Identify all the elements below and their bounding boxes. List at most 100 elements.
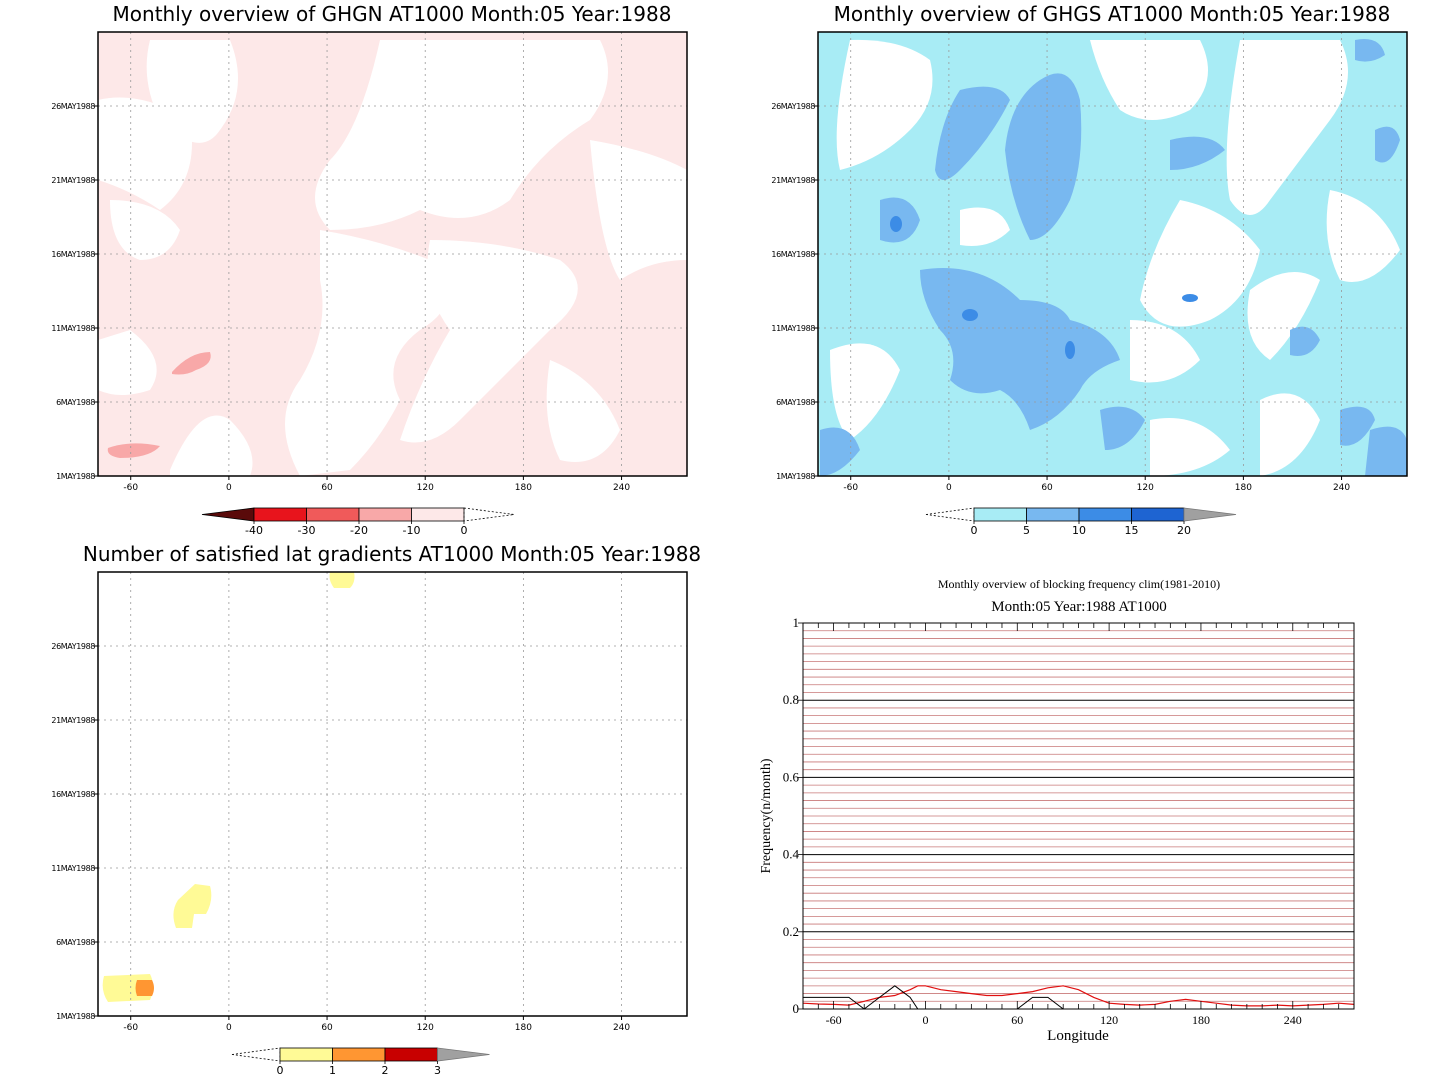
y-tick-label: 6MAY1988 bbox=[56, 398, 95, 407]
x-tick-label: 60 bbox=[1011, 1013, 1023, 1027]
ghgn-zero-regions bbox=[98, 40, 687, 476]
colorbar-label: 0 bbox=[971, 524, 978, 537]
x-tick-label: 0 bbox=[226, 483, 232, 493]
y-tick-label: 11MAY1988 bbox=[51, 324, 95, 333]
y-tick-label: 6MAY1988 bbox=[776, 398, 815, 407]
colorbar-label: 10 bbox=[1072, 524, 1086, 537]
x-tick-label: -60 bbox=[843, 483, 858, 493]
y-tick-label: 21MAY1988 bbox=[51, 716, 95, 725]
y-tick-label: 26MAY1988 bbox=[771, 102, 815, 111]
colorbar-label: 3 bbox=[434, 1064, 441, 1077]
ghgs-panel: Monthly overview of GHGS AT1000 Month:05… bbox=[771, 2, 1408, 537]
colorbar-label: -30 bbox=[298, 524, 316, 537]
colorbar-segment bbox=[253, 507, 307, 522]
x-tick-label: 60 bbox=[321, 1023, 333, 1033]
colorbar: 0 5 10 15 20 bbox=[925, 507, 1237, 537]
y-tick-label: 0.8 bbox=[783, 692, 799, 707]
lat-gradients-panel: Number of satisfied lat gradients AT1000… bbox=[51, 542, 701, 1077]
x-tick-label: 120 bbox=[417, 1023, 434, 1033]
panel-title: Monthly overview of GHGN AT1000 Month:05… bbox=[113, 2, 672, 26]
x-tick-label: 120 bbox=[417, 483, 434, 493]
colorbar-label: 2 bbox=[382, 1064, 389, 1077]
colorbar-arrow-left bbox=[231, 1047, 281, 1062]
colorbar-segment bbox=[332, 1047, 386, 1062]
x-tick-label: 120 bbox=[1100, 1013, 1118, 1027]
ghgs-5-10-regions bbox=[820, 39, 1407, 476]
y-tick-label: 11MAY1988 bbox=[771, 324, 815, 333]
red-frequency-line bbox=[802, 985, 1355, 1007]
x-tick-label: 180 bbox=[1192, 1013, 1210, 1027]
x-tick-label: 240 bbox=[1284, 1013, 1302, 1027]
x-tick-label: 180 bbox=[1235, 483, 1252, 493]
gradient-patch-0-1 bbox=[173, 884, 212, 928]
colorbar-segment bbox=[1026, 507, 1080, 522]
colorbar-arrow-left bbox=[201, 507, 255, 522]
axis-ticks: -60 0 60 120 180 240 1MAY1988 6MAY1988 11MAY1988… bbox=[51, 102, 630, 493]
y-tick-label: 0.4 bbox=[783, 847, 800, 862]
y-tick-label: 1MAY1988 bbox=[56, 1012, 95, 1021]
axis-ticks: -60 0 60 120 180 240 0 0.2 0.4 0.6 0.8 1 bbox=[783, 615, 1355, 1027]
colorbar-segment bbox=[358, 507, 412, 522]
y-tick-label: 0 bbox=[793, 1001, 800, 1016]
colorbar-segment bbox=[411, 507, 465, 522]
x-tick-label: 240 bbox=[1333, 483, 1350, 493]
panel-title: Number of satisfied lat gradients AT1000… bbox=[83, 542, 701, 566]
colorbar-arrow-left bbox=[925, 507, 975, 522]
colorbar-segment bbox=[279, 1047, 333, 1062]
x-tick-label: 60 bbox=[321, 483, 333, 493]
x-tick-label: 240 bbox=[613, 483, 630, 493]
grid bbox=[98, 32, 687, 476]
y-tick-label: 0.2 bbox=[783, 924, 799, 939]
grid bbox=[98, 572, 687, 1016]
colorbar-label: 15 bbox=[1125, 524, 1139, 537]
ghgn-negative-patch bbox=[107, 443, 160, 458]
chart-subtitle: Month:05 Year:1988 AT1000 bbox=[991, 599, 1166, 615]
colorbar-segment bbox=[1131, 507, 1185, 522]
x-tick-label: -60 bbox=[826, 1013, 842, 1027]
colorbar-label: -40 bbox=[245, 524, 263, 537]
colorbar-label: 5 bbox=[1023, 524, 1030, 537]
gradient-patch-0-1 bbox=[329, 572, 355, 588]
colorbar-arrow-right bbox=[1183, 507, 1237, 522]
y-tick-label: 26MAY1988 bbox=[51, 642, 95, 651]
colorbar-label: -10 bbox=[403, 524, 421, 537]
x-axis-label: Longitude bbox=[1047, 1028, 1109, 1044]
ghgs-10-15-spots bbox=[890, 216, 1198, 359]
colorbar-label: 1 bbox=[329, 1064, 336, 1077]
x-tick-label: 180 bbox=[515, 483, 532, 493]
grid bbox=[818, 32, 1407, 476]
y-tick-label: 1 bbox=[793, 615, 800, 630]
colorbar-label: 0 bbox=[461, 524, 468, 537]
y-tick-label: 21MAY1988 bbox=[771, 176, 815, 185]
colorbar: -40 -30 -20 -10 0 bbox=[201, 507, 515, 537]
y-tick-label: 11MAY1988 bbox=[51, 864, 95, 873]
colorbar-label: -20 bbox=[350, 524, 368, 537]
blocking-frequency-panel: Monthly overview of blocking frequency c… bbox=[759, 577, 1355, 1044]
frequency-gridlines bbox=[803, 630, 1354, 1002]
chart-title: Monthly overview of blocking frequency c… bbox=[938, 577, 1220, 591]
y-tick-label: 0.6 bbox=[783, 769, 800, 784]
ghgs-zero-regions bbox=[830, 39, 1400, 476]
y-tick-label: 16MAY1988 bbox=[771, 250, 815, 259]
x-tick-label: 0 bbox=[946, 483, 952, 493]
colorbar-segment bbox=[1078, 507, 1132, 522]
colorbar-arrow-right bbox=[463, 507, 515, 522]
y-tick-label: 1MAY1988 bbox=[776, 472, 815, 481]
x-tick-label: 0 bbox=[226, 1023, 232, 1033]
axis-ticks: -60 0 60 120 180 240 1MAY1988 6MAY1988 11MAY1988… bbox=[51, 642, 630, 1033]
y-tick-label: 16MAY1988 bbox=[51, 250, 95, 259]
axis-ticks: -60 0 60 120 180 240 1MAY1988 6MAY1988 11MAY1988… bbox=[771, 102, 1350, 493]
panel-title: Monthly overview of GHGS AT1000 Month:05… bbox=[834, 2, 1391, 26]
colorbar-label: 20 bbox=[1177, 524, 1191, 537]
y-axis-label: Frequency(n/month) bbox=[759, 758, 774, 873]
x-tick-label: 0 bbox=[922, 1013, 928, 1027]
y-tick-label: 1MAY1988 bbox=[56, 472, 95, 481]
colorbar-segment bbox=[306, 507, 360, 522]
x-tick-label: -60 bbox=[123, 1023, 138, 1033]
x-tick-label: 120 bbox=[1137, 483, 1154, 493]
colorbar-arrow-right bbox=[437, 1047, 490, 1062]
x-tick-label: 60 bbox=[1041, 483, 1053, 493]
y-tick-label: 21MAY1988 bbox=[51, 176, 95, 185]
y-tick-label: 26MAY1988 bbox=[51, 102, 95, 111]
